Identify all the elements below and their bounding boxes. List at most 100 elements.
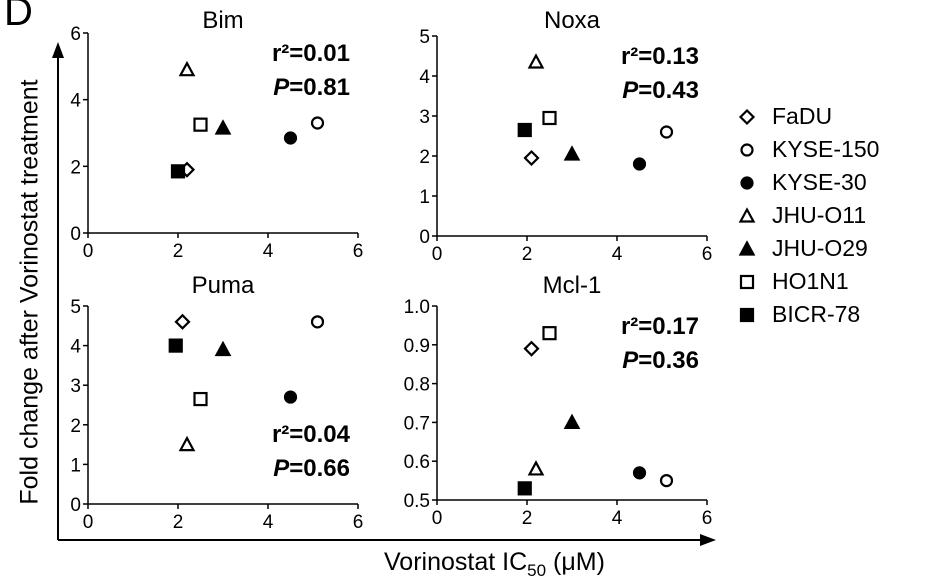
point-kyse-150 [659, 125, 674, 139]
legend-marker [739, 307, 755, 322]
point-jhu-o29 [214, 119, 232, 135]
x-tick-label: 4 [612, 244, 623, 265]
y-tick-label: 4 [70, 337, 81, 358]
panel-noxa: Noxa 0 1 2 3 4 5 0 2 4 6 r²=0.13 P=0.43 [419, 7, 712, 265]
x-tick-label: 2 [173, 241, 184, 262]
x-tick-label: 4 [263, 512, 274, 533]
x-axis-label-main: Vorinostat IC [384, 548, 528, 576]
point-ho1n1 [193, 117, 208, 132]
point-ho1n1 [542, 110, 557, 126]
point-bicr-78 [168, 338, 183, 353]
r-squared-label: r²=0.17 [621, 313, 699, 340]
y-tick-label: 0.7 [404, 413, 430, 434]
x-tick-label: 6 [702, 244, 713, 265]
point-kyse-30 [632, 466, 647, 480]
point-bicr-78 [517, 481, 532, 496]
y-tick-label: 1 [419, 187, 430, 208]
x-tick-label: 2 [522, 244, 533, 265]
y-tick-label: 0.6 [404, 452, 430, 473]
x-tick-label: 2 [522, 508, 533, 529]
r-squared-label: r²=0.13 [621, 43, 699, 70]
legend-label: KYSE-30 [772, 169, 867, 195]
x-axis-label-unit: (μM) [546, 548, 605, 576]
legend-item: BICR-78 [732, 298, 879, 331]
square-open-marker-icon [739, 274, 755, 289]
panel-title: Puma [192, 272, 255, 299]
point-jhu-o11 [527, 460, 545, 476]
p-value-label: P=0.36 [622, 347, 699, 374]
point-ho1n1 [542, 326, 557, 341]
point-jhu-o11 [178, 60, 196, 77]
legend-item: FaDU [732, 100, 879, 133]
panel-title: Noxa [544, 7, 601, 34]
panel-mcl-1: Mcl-1 0.5 0.6 0.7 0.8 0.9 1.0 0 2 4 6 r²=0.17 P=0.36 [404, 272, 713, 529]
x-tick-label: 4 [263, 241, 274, 262]
point-fadu [523, 340, 540, 357]
legend-marker [739, 274, 755, 289]
legend-item: JHU-O29 [732, 232, 879, 265]
x-axis-label-subscript: 50 [527, 561, 547, 580]
outer-y-axis-arrowhead [52, 42, 64, 58]
circle-filled-marker-icon [740, 175, 754, 190]
point-jhu-o29 [563, 145, 581, 161]
legend-label: JHU-O11 [772, 202, 867, 228]
x-tick-label: 2 [173, 512, 184, 533]
legend-marker [738, 206, 756, 223]
y-tick-label: 5 [419, 27, 430, 48]
x-tick-label: 0 [83, 241, 94, 262]
point-kyse-30 [283, 131, 298, 145]
legend-item: HO1N1 [732, 265, 879, 298]
y-tick-label: 0.8 [404, 375, 430, 396]
r-squared-label: r²=0.01 [272, 40, 350, 67]
legend: FaDU KYSE-150 KYSE-30 JHU-O11 JHU-O29 HO1N1 BI… [732, 100, 879, 331]
y-tick-label: 3 [70, 376, 81, 397]
y-tick-label: 1.0 [404, 297, 430, 318]
legend-label: JHU-O29 [772, 235, 868, 261]
panel-bim: Bim 0 2 4 6 0 2 4 6 r²=0.01 P=0.81 [70, 7, 363, 262]
y-tick-label: 1 [70, 455, 81, 476]
outer-x-axis-arrowhead [700, 534, 716, 546]
panel-title: Mcl-1 [543, 272, 602, 299]
point-fadu [523, 149, 540, 167]
y-tick-label: 4 [70, 91, 81, 112]
circle-open-marker-icon [740, 142, 754, 157]
x-tick-label: 0 [83, 512, 94, 533]
legend-marker [738, 239, 756, 256]
p-value-label: P=0.43 [622, 77, 699, 104]
y-tick-label: 0 [419, 227, 430, 248]
y-tick-label: 2 [70, 157, 81, 178]
panel-title: Bim [202, 7, 243, 34]
legend-marker [740, 142, 754, 157]
point-jhu-o29 [214, 340, 232, 357]
point-kyse-150 [310, 116, 325, 130]
y-tick-label: 5 [70, 297, 81, 318]
x-tick-label: 6 [353, 241, 364, 262]
legend-item: KYSE-150 [732, 133, 879, 166]
legend-label: KYSE-150 [772, 136, 880, 162]
diamond-open-marker-icon [738, 108, 756, 125]
legend-label: BICR-78 [772, 301, 861, 327]
y-tick-label: 2 [419, 147, 430, 168]
point-bicr-78 [517, 122, 532, 138]
point-kyse-30 [632, 157, 647, 171]
y-tick-label: 0.9 [404, 336, 430, 357]
point-kyse-30 [283, 390, 298, 404]
legend-marker [738, 108, 756, 125]
triangle-open-marker-icon [738, 206, 756, 223]
x-tick-label: 0 [432, 244, 443, 265]
panel-letter: D [4, 0, 33, 34]
legend-item: JHU-O11 [732, 199, 879, 232]
point-jhu-o11 [178, 435, 196, 452]
point-ho1n1 [193, 391, 208, 407]
legend-item: KYSE-30 [732, 166, 879, 199]
x-tick-label: 4 [612, 508, 623, 529]
y-tick-label: 0 [70, 224, 81, 245]
x-tick-label: 6 [353, 512, 364, 533]
y-tick-label: 0 [70, 495, 81, 516]
point-bicr-78 [170, 164, 186, 179]
point-kyse-150 [659, 474, 674, 488]
y-tick-label: 6 [70, 24, 81, 45]
p-value-label: P=0.81 [273, 74, 350, 101]
point-kyse-150 [310, 315, 325, 329]
panel-puma: Puma 0 1 2 3 4 5 0 2 4 6 r²=0.04 P=0.66 [70, 272, 363, 533]
